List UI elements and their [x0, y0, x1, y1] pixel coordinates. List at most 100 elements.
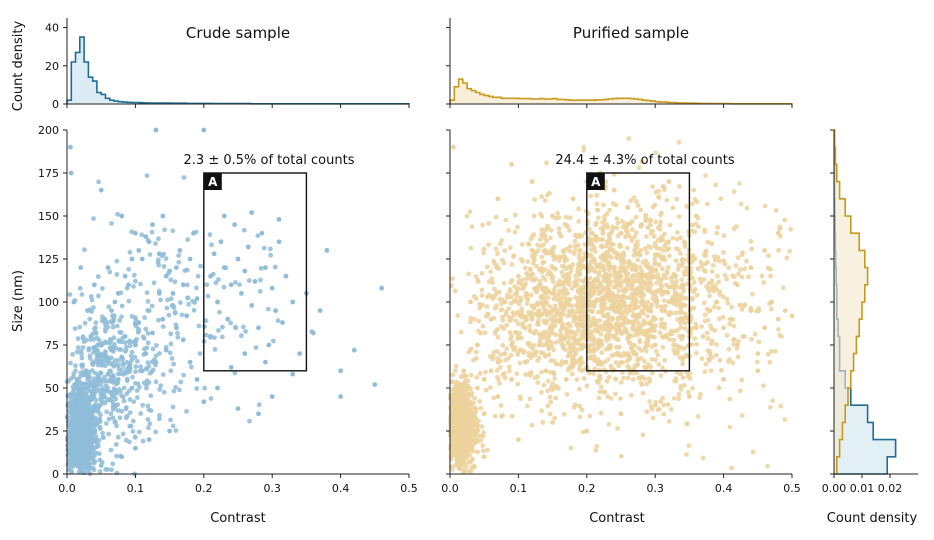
- crude-scatter-cloud-point: [71, 371, 77, 377]
- purified-scatter-cloud-point: [477, 371, 483, 376]
- purified-scatter-cloud-point: [703, 253, 709, 259]
- crude-scatter-cloud-point: [131, 399, 137, 404]
- purified-scatter-cloud-point: [589, 242, 595, 247]
- crude-scatter-point: [115, 377, 121, 382]
- purified-scatter-cloud-point: [564, 330, 569, 336]
- purified-scatter-cloud-point: [777, 224, 783, 230]
- purified-scatter-cloud-point: [522, 265, 528, 271]
- purified-scatter-point: [475, 342, 480, 348]
- purified-scatter-cloud-point: [630, 227, 635, 233]
- crude-scatter-cloud-point: [153, 241, 158, 246]
- purified-scatter-cloud-point: [621, 318, 627, 323]
- crude-scatter-point: [211, 251, 217, 257]
- purified-scatter-cloud-point: [579, 346, 585, 352]
- crude-scatter-cloud-point: [104, 421, 109, 426]
- crude-scatter-cloud-point: [108, 389, 113, 395]
- purified-scatter-cloud-point: [569, 362, 575, 368]
- purified-scatter-cloud-point: [600, 225, 606, 231]
- crude-scatter-point: [102, 394, 107, 399]
- purified-scatter-point: [734, 342, 740, 348]
- purified-scatter-cloud-point: [630, 319, 635, 324]
- purified-scatter-cloud-point: [451, 404, 456, 410]
- purified-scatter-cloud-point: [600, 220, 605, 226]
- purified-scatter-cloud-point: [567, 335, 572, 340]
- purified-scatter-cloud-point: [614, 216, 620, 222]
- purified-scatter-cloud-point: [684, 452, 689, 457]
- crude-scatter-cloud-point: [158, 297, 164, 303]
- purified-scatter-cloud-point: [737, 267, 743, 272]
- crude-scatter-cloud-point: [71, 421, 76, 426]
- purified-scatter-cloud-point: [750, 291, 755, 297]
- crude-scatter-cloud-point: [186, 301, 192, 307]
- purified-scatter-cloud-point: [508, 294, 514, 300]
- purified-scatter-cloud-point: [576, 303, 582, 308]
- purified-scatter-cloud-point: [708, 341, 714, 347]
- purified-scatter-cloud-point: [594, 192, 600, 198]
- crude-scatter-point: [218, 239, 224, 245]
- crude-scatter-cloud-point: [119, 303, 125, 309]
- purified-scatter-point: [584, 428, 590, 434]
- crude-scatter-point: [252, 279, 258, 284]
- purified-scatter-cloud-point: [539, 266, 544, 271]
- purified-scatter-cloud-point: [648, 270, 654, 276]
- purified-scatter-cloud-point: [636, 277, 642, 283]
- purified-scatter-point: [707, 351, 713, 356]
- purified-scatter-cloud-point: [619, 218, 625, 224]
- purified-scatter-cloud-point: [655, 272, 661, 277]
- purified-scatter-cloud-point: [593, 357, 599, 363]
- purified-scatter-cloud-point: [480, 448, 486, 454]
- purified-scatter-cloud-point: [589, 264, 595, 270]
- purified-scatter-cloud-point: [492, 305, 498, 311]
- purified-scatter-cloud-point: [467, 424, 473, 430]
- crude-scatter-cloud-point: [237, 282, 242, 288]
- purified-scatter-cloud-point: [759, 273, 765, 279]
- purified-scatter-cloud-point: [532, 330, 537, 336]
- crude-scatter-cloud-point: [110, 362, 115, 368]
- purified-scatter-cloud-point: [569, 348, 575, 353]
- crude-scatter-point: [221, 213, 227, 219]
- purified-scatter-cloud-point: [559, 269, 565, 275]
- purified-scatter-point: [604, 273, 610, 279]
- purified-scatter-point: [775, 316, 781, 322]
- purified-scatter-point: [618, 230, 624, 236]
- purified-scatter-cloud-point: [604, 290, 610, 296]
- purified-scatter-cloud-point: [776, 247, 781, 253]
- purified-scatter-cloud-point: [637, 324, 643, 330]
- crude-scatter-point: [208, 273, 214, 279]
- size-hist-xtick-label: 0.00: [822, 482, 847, 495]
- crude-scatter-cloud-point: [97, 451, 102, 457]
- crude-scatter-cloud-point: [123, 415, 129, 421]
- purified-scatter-point: [618, 273, 624, 279]
- purified-scatter-cloud-point: [475, 279, 481, 284]
- purified-scatter-cloud-point: [632, 267, 638, 273]
- purified-scatter-cloud-point: [572, 238, 578, 244]
- crude-scatter-cloud-point: [221, 284, 227, 290]
- purified-scatter-point: [481, 377, 487, 382]
- crude-scatter-cloud-point: [156, 262, 162, 268]
- crude-scatter-cloud-point: [131, 272, 137, 278]
- crude-scatter-cloud-point: [132, 354, 138, 360]
- purified-scatter-cloud-point: [653, 261, 658, 266]
- purified-scatter-cloud-point: [706, 356, 712, 362]
- purified-scatter-cloud-point: [551, 347, 557, 353]
- crude-scatter-point: [146, 239, 152, 245]
- crude-scatter-point: [187, 359, 193, 365]
- crude-scatter-cloud-point: [108, 411, 114, 417]
- purified-scatter-cloud-point: [561, 292, 567, 298]
- crude-scatter-point: [232, 222, 238, 228]
- crude-scatter-point: [119, 213, 125, 219]
- purified-scatter-cloud-point: [492, 286, 497, 292]
- crude-scatter-cloud-point: [68, 463, 74, 469]
- crude-scatter-cloud-point: [83, 394, 89, 399]
- purified-scatter-cloud-point: [592, 366, 597, 372]
- purified-scatter-cloud-point: [739, 413, 745, 418]
- purified-scatter-cloud-point: [568, 343, 574, 349]
- purified-scatter-cloud-point: [531, 232, 537, 238]
- purified-scatter-cloud-point: [638, 248, 643, 253]
- crude-scatter-point: [79, 389, 85, 394]
- purified-scatter-cloud-point: [542, 277, 548, 283]
- purified-scatter-cloud-point: [653, 189, 659, 195]
- purified-scatter-cloud-point: [636, 285, 642, 291]
- purified-scatter-cloud-point: [788, 226, 794, 232]
- purified-scatter-point: [502, 351, 508, 356]
